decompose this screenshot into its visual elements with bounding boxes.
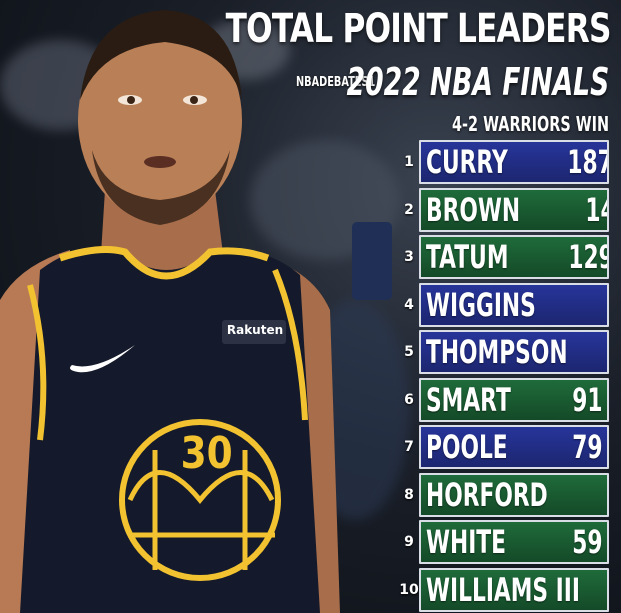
player-name: POOLE bbox=[426, 428, 508, 466]
rank-number: 3 bbox=[404, 249, 414, 265]
player-points: 141 bbox=[585, 190, 607, 229]
player-bar: WIGGINS110 bbox=[419, 282, 609, 327]
player-bar: TATUM 129 bbox=[419, 235, 609, 279]
rank-number: 5 bbox=[404, 344, 414, 360]
pupil-left bbox=[127, 96, 135, 104]
player-points: 187 bbox=[567, 143, 609, 181]
series-result: 4-2 WARRIORS WIN bbox=[452, 112, 609, 136]
player-bar: POOLE 79 bbox=[419, 425, 609, 469]
player-bar: BROWN 141 bbox=[419, 187, 609, 232]
sponsor-patch bbox=[222, 320, 286, 344]
collar-trim bbox=[58, 246, 270, 280]
rank-number: 7 bbox=[404, 439, 414, 455]
jersey-number: 30 bbox=[180, 428, 233, 479]
graphic-title: TOTAL POINT LEADERS bbox=[225, 6, 612, 52]
phone-shape bbox=[352, 222, 392, 300]
player-name: WIGGINS bbox=[426, 285, 536, 324]
player-bar: WHITE 59 bbox=[419, 520, 609, 564]
armhole-trim-right bbox=[272, 268, 308, 421]
rank-number: 8 bbox=[404, 486, 414, 503]
player-name: SMART bbox=[426, 380, 511, 419]
sponsor-text: Rakuten bbox=[226, 323, 284, 337]
head-shape bbox=[78, 20, 242, 220]
hair-shape bbox=[80, 10, 242, 100]
player-name: BROWN bbox=[426, 190, 521, 229]
player-name: WILLIAMS III bbox=[426, 570, 580, 609]
leaderboard-row: 8 HORFORD75 bbox=[400, 472, 610, 521]
rank-number: 2 bbox=[404, 201, 414, 218]
player-name: CURRY bbox=[426, 143, 508, 181]
leaderboard-row: 7 POOLE 79 bbox=[400, 425, 610, 473]
pupil-right bbox=[190, 96, 198, 104]
player-name: TATUM bbox=[426, 238, 509, 276]
leaderboard-row: 9 WHITE 59 bbox=[400, 520, 610, 568]
rank-number: 4 bbox=[404, 296, 414, 313]
leaderboard-row: 6 SMART 91 bbox=[400, 377, 610, 426]
rank-number: 6 bbox=[404, 391, 414, 408]
player-bar: HORFORD75 bbox=[419, 472, 609, 517]
player-bar: THOMPSON102 bbox=[419, 330, 609, 374]
leaderboard-row: 2 BROWN 141 bbox=[400, 187, 610, 236]
player-bar: WILLIAMS III45 bbox=[419, 567, 609, 612]
rank-number: 1 bbox=[404, 154, 414, 170]
leaderboard-row: 3 TATUM 129 bbox=[400, 235, 610, 283]
player-name: WHITE bbox=[426, 523, 507, 561]
beard-shape bbox=[92, 150, 230, 225]
leaderboard-row: 4 WIGGINS110 bbox=[400, 282, 610, 331]
bridge-icon bbox=[127, 450, 275, 570]
leaderboard-row: 5 THOMPSON102 bbox=[400, 330, 610, 378]
creator-handle: NBADEBATES1 bbox=[296, 75, 376, 90]
leaderboard-row: 1 CURRY 187 bbox=[400, 140, 610, 188]
player-name: THOMPSON bbox=[426, 333, 568, 371]
player-name: HORFORD bbox=[426, 475, 548, 514]
rank-number: 10 bbox=[399, 581, 419, 598]
mouth-shape bbox=[144, 156, 176, 168]
player-bar: CURRY 187 bbox=[419, 140, 609, 184]
player-points: 129 bbox=[568, 238, 607, 276]
player-points: 59 bbox=[572, 523, 603, 561]
points-leaderboard: 1CURRY1872BROWN1413TATUM1294WIGGINS1105T… bbox=[399, 140, 610, 613]
armhole-trim-left bbox=[27, 284, 47, 441]
player-bar: SMART 91 bbox=[419, 377, 609, 422]
rank-number: 9 bbox=[404, 534, 414, 550]
player-points: 79 bbox=[572, 428, 603, 466]
event-subtitle: 2022 NBA FINALS bbox=[346, 60, 609, 104]
player-points: 91 bbox=[572, 380, 603, 419]
nike-swoosh-icon bbox=[70, 345, 135, 373]
